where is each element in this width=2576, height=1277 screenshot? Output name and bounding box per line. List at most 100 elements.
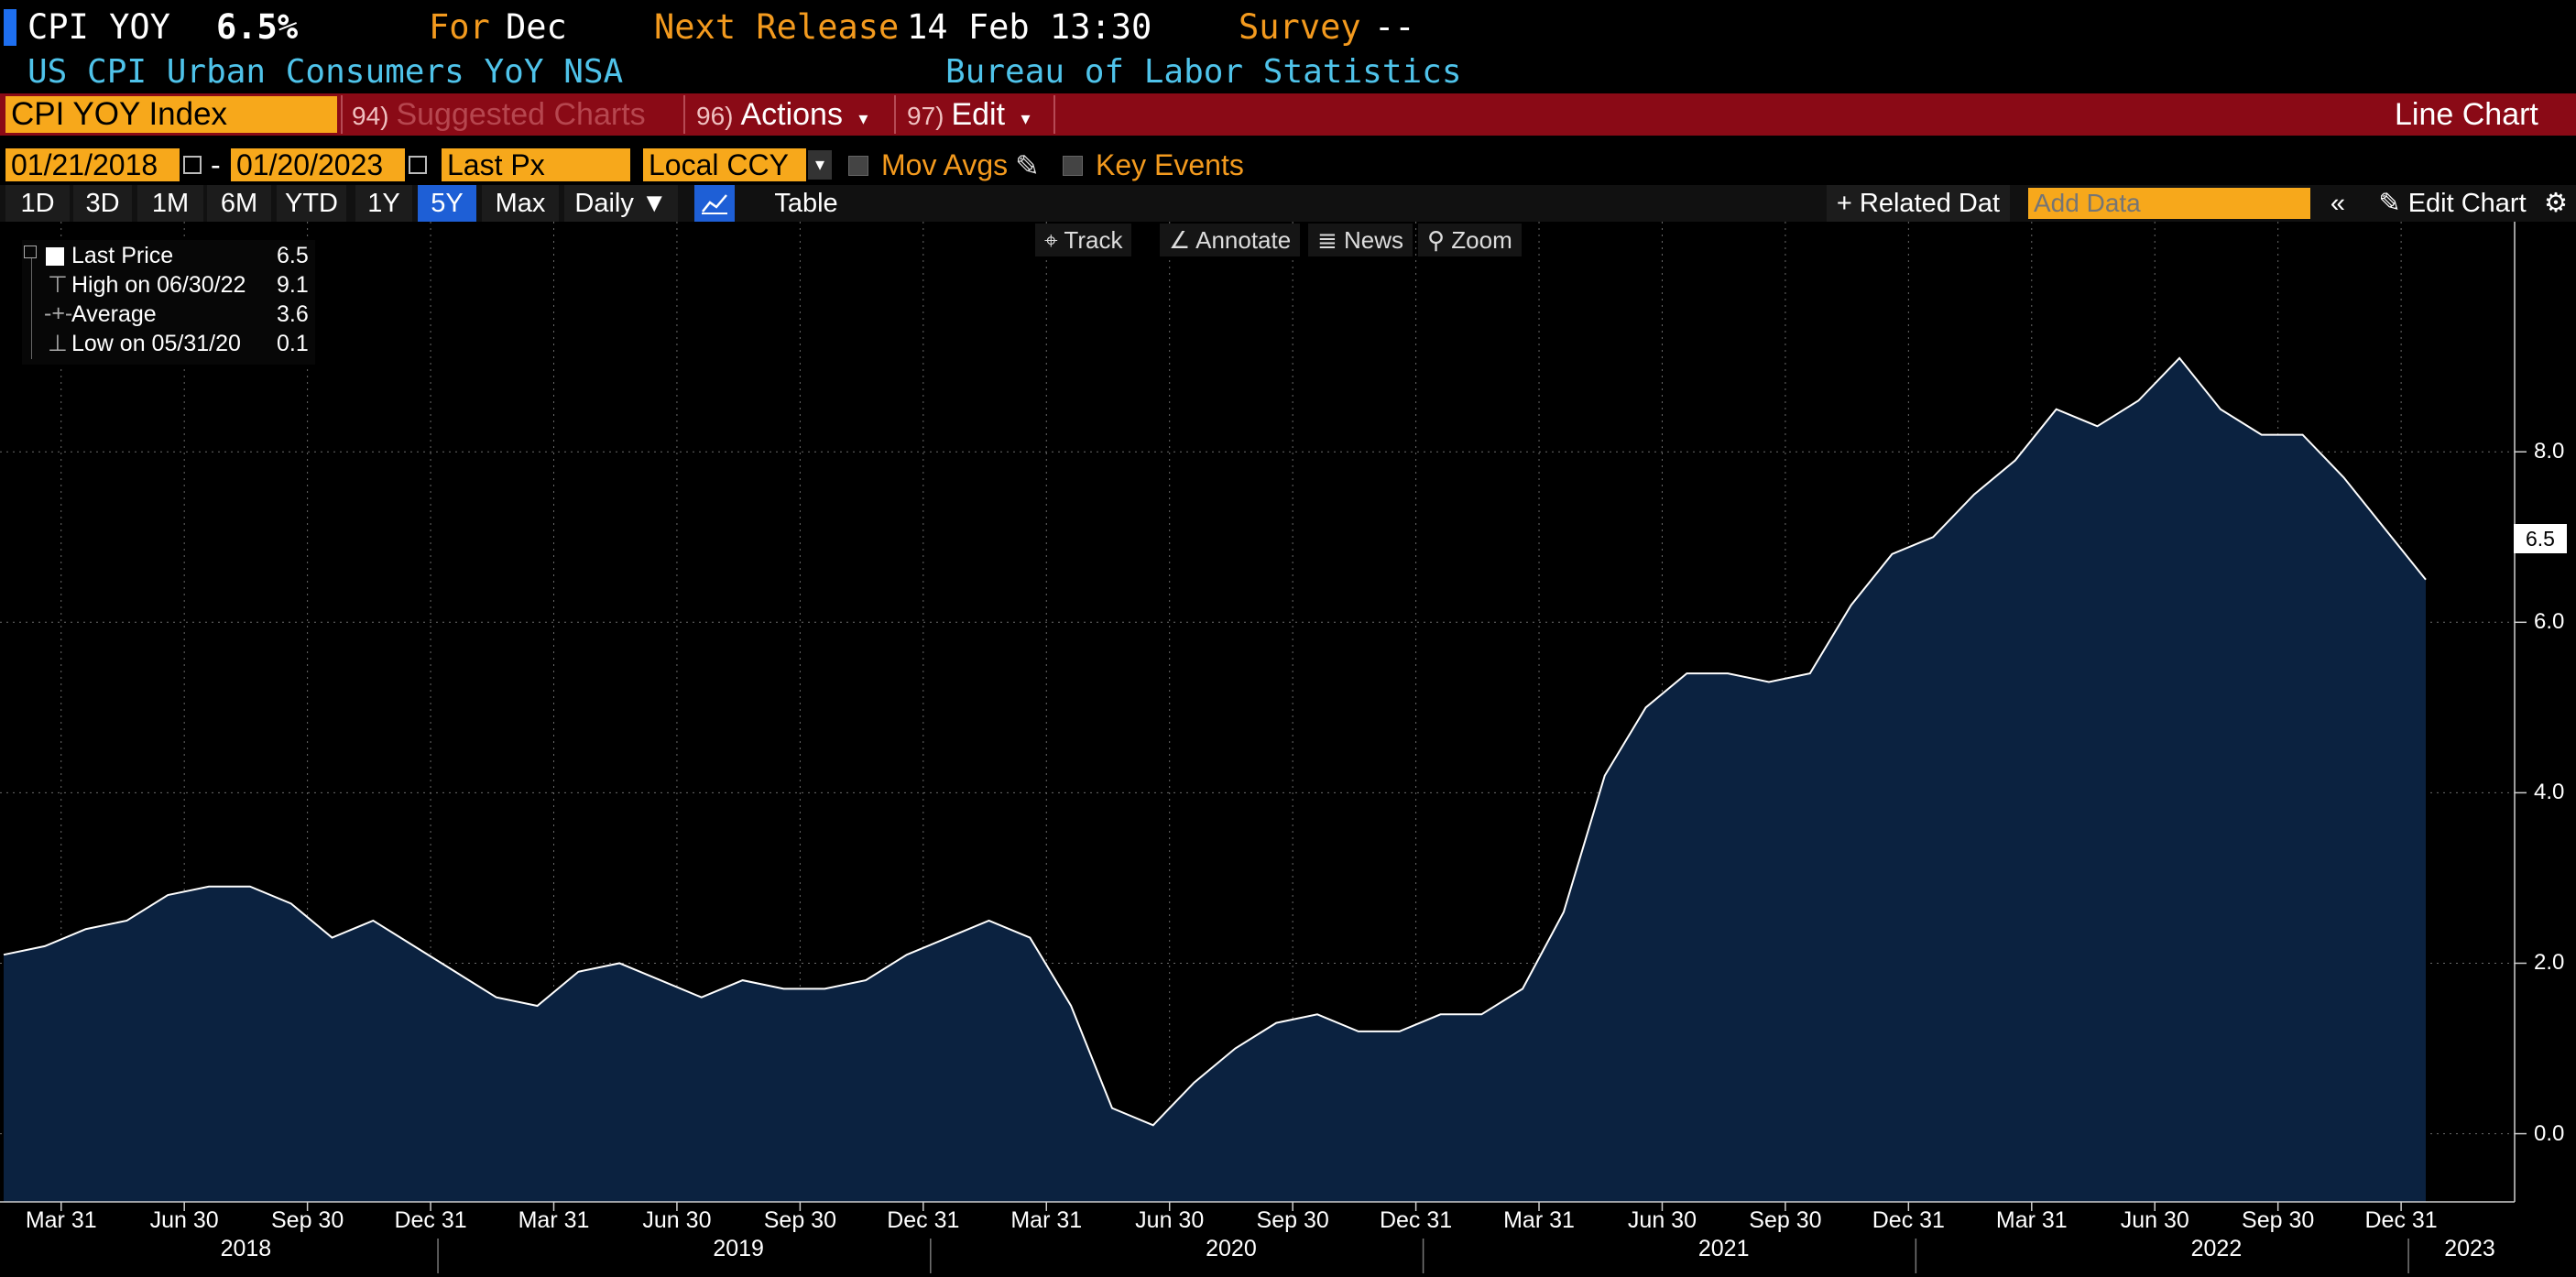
range-toolbar: 1D 3D 1M 6M YTD 1Y 5Y Max Daily ▼ Table + Relat… <box>0 185 2576 222</box>
annotate-label: Annotate <box>1195 226 1292 254</box>
range-button-1d[interactable]: 1D <box>5 185 70 222</box>
year-label: 2022 <box>2190 1236 2243 1261</box>
legend-last-label: Last Price <box>71 243 174 268</box>
x-tick-label: Jun 30 <box>149 1207 219 1233</box>
suggested-charts-number: 94) <box>352 102 389 130</box>
data-source: Bureau of Labor Statistics <box>945 53 1462 91</box>
mov-avgs-label: Mov Avgs <box>881 148 1009 181</box>
for-value: Dec <box>506 7 567 47</box>
last-value-badge: 6.5 <box>2514 524 2567 553</box>
y-tick-label: 8.0 <box>2534 439 2565 464</box>
current-value: 6.5% <box>216 7 299 47</box>
security-description: US CPI Urban Consumers YoY NSA <box>27 53 624 91</box>
range-button-ytd[interactable]: YTD <box>277 185 346 222</box>
line-chart-icon[interactable] <box>694 185 735 222</box>
survey-value: -- <box>1374 7 1415 47</box>
range-button-1m[interactable]: 1M <box>137 185 203 222</box>
range-button-3d[interactable]: 3D <box>73 185 132 222</box>
series-area-fill <box>4 357 2426 1202</box>
range-button-1y[interactable]: 1Y <box>355 185 412 222</box>
caret-down-icon: ▼ <box>640 189 668 218</box>
range-button-6m[interactable]: 6M <box>207 185 271 222</box>
mov-avgs-checkbox[interactable] <box>848 156 868 176</box>
legend-last-value: 6.5 <box>277 243 309 268</box>
currency-select[interactable]: Local CCY <box>643 148 806 181</box>
magnifier-icon: ⚲ <box>1427 226 1446 254</box>
year-label: 2020 <box>1206 1236 1257 1261</box>
field-select[interactable]: Last Px <box>442 148 630 181</box>
legend-average-label: Average <box>71 301 157 327</box>
low-marker-icon: ⊥ <box>48 331 68 356</box>
collapse-box-icon[interactable] <box>24 246 37 258</box>
edit-menu-button[interactable]: 97) Edit ▾ <box>907 96 1031 133</box>
suggested-charts-button[interactable]: 94) Suggested Charts <box>352 96 646 133</box>
end-date-input[interactable]: 01/20/2023 <box>231 148 405 181</box>
plus-icon: + <box>1836 189 1852 218</box>
ticker-label: CPI YOY <box>27 7 170 47</box>
key-events-checkbox[interactable] <box>1063 156 1083 176</box>
date-dash: - <box>211 148 221 181</box>
year-label: 2018 <box>220 1236 272 1261</box>
series-line <box>3 356 2427 1127</box>
y-tick-label: 2.0 <box>2534 950 2565 976</box>
y-tick-label: 4.0 <box>2534 780 2565 805</box>
actions-menu-button[interactable]: 96) Actions ▾ <box>696 96 868 133</box>
command-bar: CPI YOY Index 94) Suggested Charts 96) Act… <box>0 93 2576 136</box>
edit-chart-label: Edit Chart <box>2407 189 2527 218</box>
separator <box>683 95 685 134</box>
x-tick-label: Mar 31 <box>518 1207 590 1233</box>
x-tick-label: Jun 30 <box>1135 1207 1205 1233</box>
x-tick-label: Mar 31 <box>1010 1207 1083 1233</box>
quote-header: CPI YOY 6.5% For Dec Next Release 14 Feb… <box>0 4 2576 51</box>
x-tick-label: Dec 31 <box>1379 1207 1453 1233</box>
high-marker-icon: ⊤ <box>48 272 68 298</box>
chevron-down-icon[interactable]: ▾ <box>808 150 832 180</box>
track-tool[interactable]: ⌖ Track <box>1035 224 1132 256</box>
x-tick-label: Mar 31 <box>1503 1207 1575 1233</box>
range-button-max[interactable]: Max <box>482 185 559 222</box>
security-input[interactable]: CPI YOY Index <box>5 96 337 133</box>
next-release-label: Next Release <box>654 7 900 47</box>
edit-chart-button[interactable]: ✎ Edit Chart <box>2367 185 2538 222</box>
pencil-icon[interactable]: ✎ <box>1015 149 1040 182</box>
start-date-input[interactable]: 01/21/2018 <box>5 148 180 181</box>
x-tick-label: Dec 31 <box>1872 1207 1945 1233</box>
news-icon: ≣ <box>1317 226 1337 254</box>
frequency-select[interactable]: Daily ▼ <box>564 185 678 222</box>
legend-average-value: 3.6 <box>277 301 309 327</box>
news-tool[interactable]: ≣ News <box>1308 224 1414 256</box>
calendar-icon[interactable] <box>183 156 202 174</box>
calendar-icon[interactable] <box>409 156 427 174</box>
range-button-5y[interactable]: 5Y <box>418 185 476 222</box>
y-tick-label: 0.0 <box>2534 1120 2565 1146</box>
zoom-label: Zoom <box>1451 226 1512 254</box>
separator <box>341 95 343 134</box>
x-tick-label: Sep 30 <box>1256 1207 1329 1233</box>
x-tick-label: Dec 31 <box>887 1207 960 1233</box>
related-data-button[interactable]: + Related Dat <box>1827 185 2010 222</box>
x-tick-label: Dec 31 <box>2364 1207 2438 1233</box>
x-tick-label: Sep 30 <box>1749 1207 1822 1233</box>
annotate-tool[interactable]: ∠ Annotate <box>1160 224 1301 256</box>
collapse-left-icon[interactable]: « <box>2330 189 2346 218</box>
separator <box>1053 95 1055 134</box>
edit-label: Edit <box>951 97 1006 132</box>
track-label: Track <box>1064 226 1123 254</box>
actions-number: 96) <box>696 102 734 130</box>
x-tick-label: Sep 30 <box>763 1207 836 1233</box>
cpi-line-chart[interactable] <box>0 222 2576 1277</box>
x-tick-label: Mar 31 <box>1995 1207 2068 1233</box>
table-button[interactable]: Table <box>774 189 838 218</box>
add-data-input[interactable] <box>2028 188 2310 219</box>
zoom-tool[interactable]: ⚲ Zoom <box>1418 224 1522 256</box>
gear-icon[interactable]: ⚙ <box>2544 189 2568 218</box>
next-release-value: 14 Feb 13:30 <box>907 7 1152 47</box>
crosshair-icon: ⌖ <box>1044 226 1058 254</box>
edit-number: 97) <box>907 102 944 130</box>
description-line: US CPI Urban Consumers YoY NSA Bureau of… <box>0 51 2576 92</box>
x-tick-label: Mar 31 <box>25 1207 97 1233</box>
for-label: For <box>429 7 490 47</box>
survey-label: Survey <box>1239 7 1361 47</box>
legend-high-value: 9.1 <box>277 272 309 298</box>
related-data-label: Related Dat <box>1859 189 2001 218</box>
